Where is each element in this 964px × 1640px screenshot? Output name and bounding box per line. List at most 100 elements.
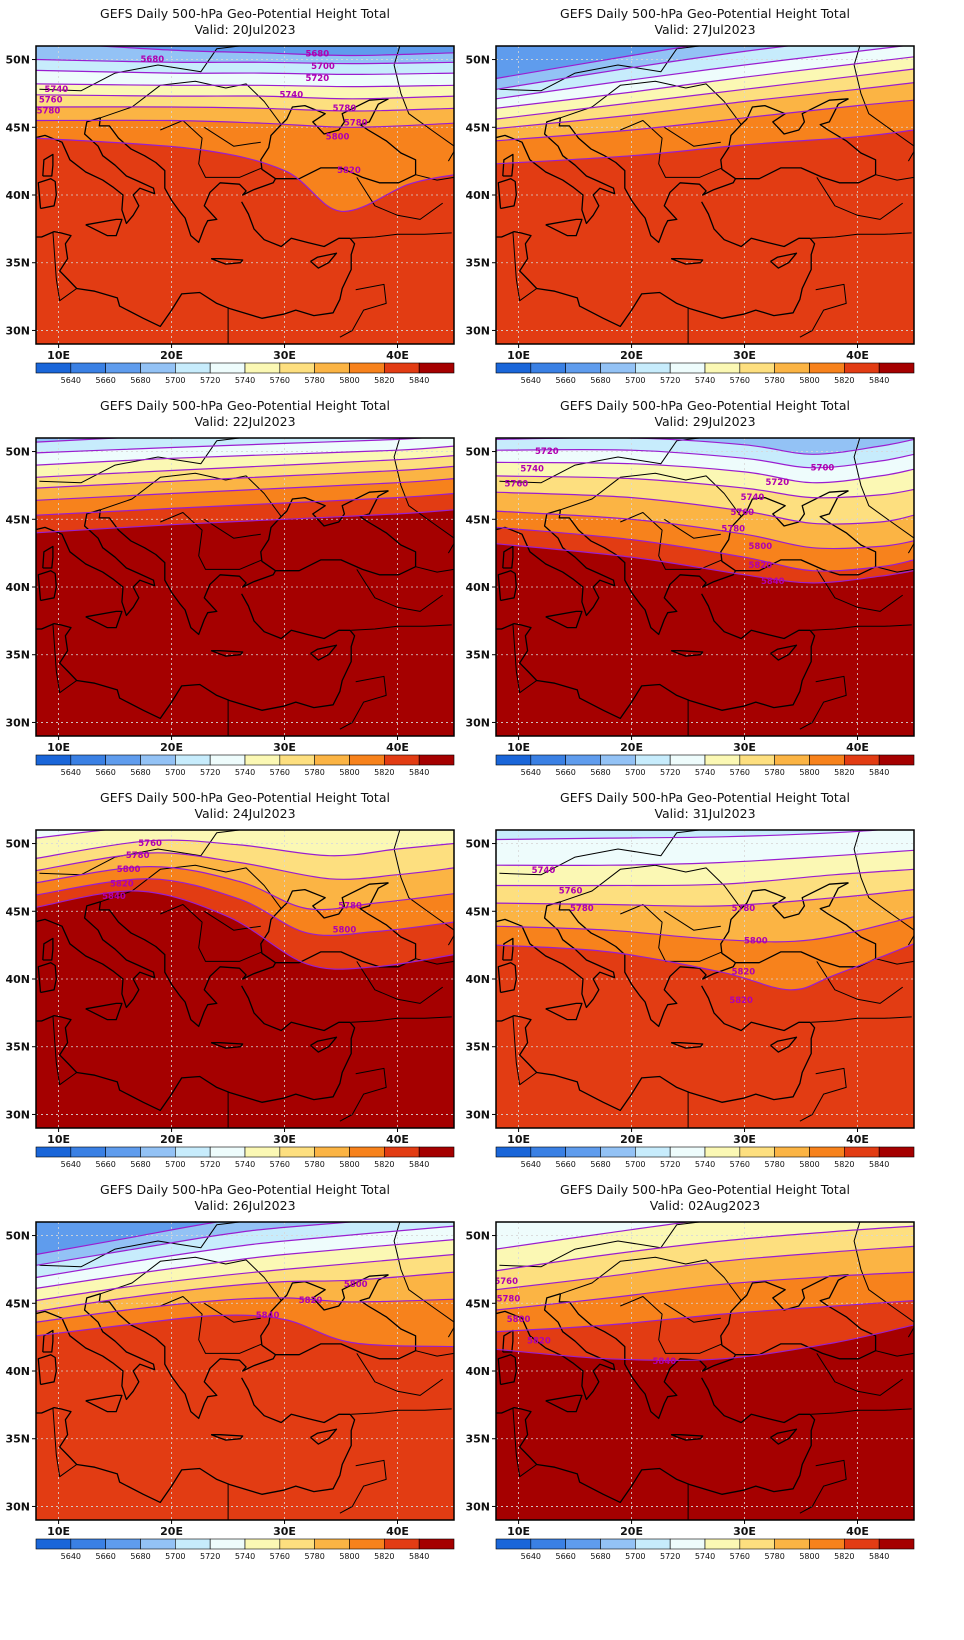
contour-line bbox=[496, 916, 914, 943]
x-tick-label: 40E bbox=[846, 1525, 869, 1538]
contour-label: 5840 bbox=[256, 1311, 280, 1321]
colorbar-swatch bbox=[209, 362, 246, 374]
colorbar-swatch bbox=[384, 1146, 420, 1158]
colorbar-label: 5640 bbox=[61, 376, 81, 385]
colorbar-label: 5800 bbox=[799, 768, 819, 777]
colorbar-label: 5740 bbox=[695, 1160, 715, 1169]
coastline-border bbox=[37, 178, 57, 210]
colorbar-swatch bbox=[418, 754, 455, 766]
contour-line bbox=[496, 46, 908, 100]
y-tick-label: 45N bbox=[5, 513, 30, 526]
colorbar-label: 5800 bbox=[799, 1160, 819, 1169]
colorbar-swatch bbox=[314, 754, 350, 766]
coastline-border bbox=[260, 98, 389, 180]
colorbar-label: 5780 bbox=[764, 1552, 784, 1561]
colorbar-swatch bbox=[140, 1538, 176, 1550]
coastline-border bbox=[512, 231, 537, 302]
colorbar-label: 5800 bbox=[799, 1552, 819, 1561]
x-tick-label: 40E bbox=[386, 1133, 409, 1146]
colorbar-label: 5740 bbox=[235, 1552, 255, 1561]
coastline-border bbox=[816, 961, 903, 1004]
colorbar-swatch bbox=[70, 362, 106, 374]
forecast-panel: GEFS Daily 500-hPa Geo-Potential Height … bbox=[0, 392, 482, 802]
contour-label: 5820 bbox=[527, 1337, 551, 1347]
x-tick-label: 30E bbox=[273, 1133, 296, 1146]
y-tick-label: 30N bbox=[465, 716, 490, 729]
coastline-border bbox=[37, 1354, 57, 1386]
colorbar-label: 5780 bbox=[764, 376, 784, 385]
colorbar-swatch bbox=[495, 1538, 532, 1550]
height-band-fill bbox=[36, 1315, 454, 1520]
coastline-border bbox=[36, 901, 156, 1009]
colorbar-label: 5820 bbox=[834, 768, 854, 777]
colorbar-swatch bbox=[739, 1538, 775, 1550]
colorbar-swatch bbox=[635, 1146, 671, 1158]
colorbar-label: 5700 bbox=[625, 1552, 645, 1561]
coastline-border bbox=[799, 1067, 847, 1122]
colorbar-swatch bbox=[844, 1146, 880, 1158]
coastline-border bbox=[85, 1002, 123, 1021]
colorbar-swatch bbox=[349, 1146, 385, 1158]
contour-label: 5800 bbox=[507, 1315, 531, 1325]
coastline-border bbox=[620, 904, 723, 962]
coastline-border bbox=[393, 438, 454, 554]
coastline-border bbox=[39, 46, 244, 92]
colorbar-swatch bbox=[844, 754, 880, 766]
forecast-panel: GEFS Daily 500-hPa Geo-Potential Height … bbox=[460, 1176, 942, 1586]
coastline-border bbox=[39, 1222, 244, 1268]
coastline-border bbox=[720, 1274, 849, 1356]
contour-line bbox=[496, 461, 914, 484]
coastline-border bbox=[664, 1302, 721, 1323]
colorbar-label: 5760 bbox=[270, 1552, 290, 1561]
colorbar-label: 5840 bbox=[869, 1552, 889, 1561]
colorbar-label: 5720 bbox=[660, 1160, 680, 1169]
y-tick-label: 40N bbox=[5, 189, 30, 202]
colorbar-label: 5760 bbox=[270, 1160, 290, 1169]
y-tick-label: 50N bbox=[465, 1230, 490, 1243]
colorbar-swatch bbox=[669, 1538, 706, 1550]
contour-label: 5720 bbox=[305, 74, 329, 84]
colorbar-label: 5680 bbox=[590, 1160, 610, 1169]
coastline-border bbox=[260, 490, 389, 572]
coastline-border bbox=[39, 438, 244, 484]
contour-line bbox=[36, 58, 454, 65]
map-area: 5800 5820 5840 bbox=[36, 1222, 454, 1520]
coastline-border bbox=[339, 675, 387, 730]
coastline-border bbox=[496, 593, 816, 720]
coastline-border bbox=[853, 1222, 914, 1338]
colorbar-swatch bbox=[635, 754, 671, 766]
colorbar-swatch bbox=[314, 1146, 350, 1158]
colorbar-label: 5640 bbox=[61, 1160, 81, 1169]
coastline-border bbox=[512, 1015, 537, 1086]
coastline-border bbox=[811, 232, 912, 239]
y-tick-label: 35N bbox=[465, 257, 490, 270]
colorbar-swatch bbox=[209, 1146, 246, 1158]
colorbar-label: 5760 bbox=[730, 376, 750, 385]
height-band-fill bbox=[496, 130, 914, 344]
colorbar-swatch bbox=[209, 1538, 246, 1550]
contour-label: 5840 bbox=[761, 577, 785, 587]
coastline-border bbox=[98, 509, 277, 636]
colorbar-swatch bbox=[175, 362, 211, 374]
colorbar-label: 5720 bbox=[200, 376, 220, 385]
coastline-border bbox=[85, 218, 123, 237]
coastline-border bbox=[670, 258, 704, 265]
contour-label: 5700 bbox=[311, 62, 335, 72]
coastline-border bbox=[52, 1015, 77, 1086]
colorbar-label: 5840 bbox=[409, 1160, 429, 1169]
coastline-border bbox=[497, 1354, 517, 1386]
forecast-panel: GEFS Daily 500-hPa Geo-Potential Height … bbox=[0, 1176, 482, 1586]
coastline-border bbox=[359, 98, 417, 175]
forecast-map-svg: GEFS Daily 500-hPa Geo-Potential Height … bbox=[465, 398, 915, 777]
coastline-border bbox=[275, 167, 416, 184]
colorbar-label: 5700 bbox=[625, 768, 645, 777]
colorbar-swatch bbox=[349, 754, 385, 766]
x-tick-label: 20E bbox=[160, 1525, 183, 1538]
y-tick-label: 50N bbox=[465, 838, 490, 851]
colorbar-swatch bbox=[244, 754, 281, 766]
colorbar-label: 5740 bbox=[695, 768, 715, 777]
contour-line bbox=[496, 491, 914, 525]
height-band-fill bbox=[496, 543, 914, 736]
coastline-border bbox=[356, 569, 443, 612]
colorbar-label: 5660 bbox=[95, 1552, 115, 1561]
